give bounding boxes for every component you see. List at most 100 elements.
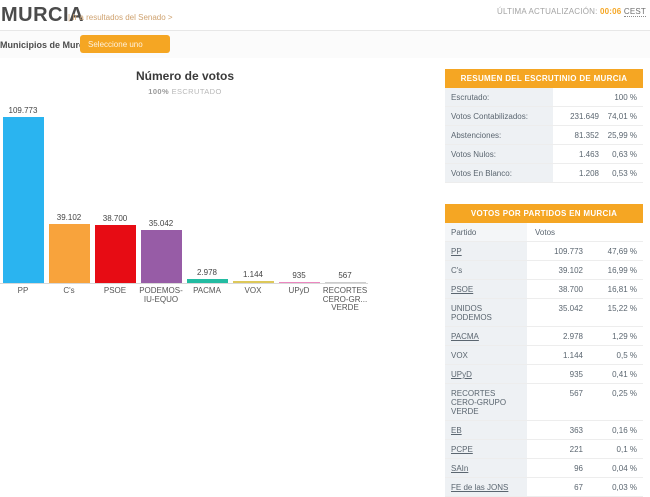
senate-results-link[interactable]: | Ir a resultados del Senado > — [68, 13, 173, 22]
scrutinized-word: ESCRUTADO — [171, 87, 222, 96]
row-label: UNIDOS PODEMOS — [445, 299, 527, 326]
bar-plot: 109.773 39.102 38.700 35.042 2.978 1.144 935 56… — [0, 103, 368, 284]
bar-category-label: PODEMOS- IU-EQUO — [139, 286, 183, 304]
votes-value: 2.978 — [562, 332, 583, 341]
bar-cs — [48, 223, 90, 283]
bar-value-label: 38.700 — [102, 213, 128, 223]
bar-category-label: VOX — [244, 286, 262, 295]
column-party: Partido — [445, 223, 527, 241]
municipality-filter-label: Municipios de Murcia — [0, 40, 92, 50]
percent-value: 0,63 % — [612, 150, 637, 159]
percent-value: 0,16 % — [612, 426, 637, 435]
column-percent — [589, 223, 643, 241]
row-label: Escrutado: — [445, 88, 553, 106]
table-row: PACMA 2.978 1,29 % — [445, 327, 643, 346]
bar-category-label: C's — [63, 286, 75, 295]
summary-panel-header: RESUMEN DEL ESCRUTINIO DE MURCIA — [445, 69, 643, 88]
percent-value: 25,99 % — [607, 131, 637, 140]
bar-value-label: 935 — [292, 270, 306, 280]
top-header-bar: MURCIA | Ir a resultados del Senado > ÚL… — [0, 0, 650, 31]
votes-value: 221 — [569, 445, 583, 454]
column-votes: Votos — [535, 228, 556, 237]
table-row: PP 109.773 47,69 % — [445, 242, 643, 261]
table-row: SAIn 96 0,04 % — [445, 459, 643, 478]
votes-value: 1.463 — [578, 150, 599, 159]
votes-value: 363 — [569, 426, 583, 435]
bar-value-label: 1.144 — [242, 270, 264, 280]
percent-value: 47,69 % — [607, 247, 637, 256]
chart-title: Número de votos — [135, 69, 234, 83]
last-update-time: 00:06 — [599, 7, 622, 16]
bar-slot: 109.773 — [0, 106, 46, 283]
table-row: VOX 1.144 0,5 % — [445, 346, 643, 365]
votes-value: 1.144 — [562, 351, 583, 360]
row-label: Votos Nulos: — [445, 145, 553, 163]
bar-slot: 567 — [322, 271, 368, 283]
percent-value: 74,01 % — [607, 112, 637, 121]
parties-panel-header: VOTOS POR PARTIDOS EN MURCIA — [445, 204, 643, 223]
municipality-dropdown[interactable]: Seleccione uno — [80, 35, 170, 53]
bar-category-label: UPyD — [288, 286, 310, 295]
percent-value: 0,41 % — [612, 370, 637, 379]
percent-value: 16,81 % — [607, 285, 637, 294]
right-column: RESUMEN DEL ESCRUTINIO DE MURCIA Escruta… — [445, 69, 643, 497]
table-row: Votos Contabilizados: 231.649 74,01 % — [445, 107, 643, 126]
votes-chart: Número de votos 100% ESCRUTADO 109.773 39… — [0, 58, 440, 320]
votes-value: 38.700 — [558, 285, 583, 294]
votes-value: 231.649 — [570, 112, 599, 121]
table-row: Votos En Blanco: 1.208 0,53 % — [445, 164, 643, 183]
votes-value: 567 — [569, 389, 583, 398]
bar-slot: 935 — [276, 271, 322, 283]
parties-panel: VOTOS POR PARTIDOS EN MURCIA Partido Vot… — [445, 204, 643, 497]
bar-value-label: 567 — [338, 271, 352, 280]
bar-category-label: RECORTES CERO-GR... VERDE — [322, 286, 368, 312]
percent-value: 100 % — [614, 93, 637, 102]
table-row: UNIDOS PODEMOS 35.042 15,22 % — [445, 299, 643, 327]
timezone-abbr: CEST — [623, 7, 646, 17]
votes-value: 81.352 — [574, 131, 599, 140]
bar-vox — [232, 281, 274, 283]
table-row: Votos Nulos: 1.463 0,63 % — [445, 145, 643, 164]
bar-slot: 1.144 — [230, 270, 276, 283]
summary-table: Escrutado: 100 % Votos Contabilizados: 231.… — [445, 88, 643, 183]
votes-value: 39.102 — [558, 266, 583, 275]
last-update-label: ÚLTIMA ACTUALIZACIÓN: — [497, 7, 598, 16]
percent-value: 0,03 % — [612, 483, 637, 492]
bar-value-label: 109.773 — [8, 106, 38, 115]
summary-panel: RESUMEN DEL ESCRUTINIO DE MURCIA Escruta… — [445, 69, 643, 183]
party-link[interactable]: SAIn — [445, 459, 527, 477]
bar-category-label: PP — [17, 286, 29, 295]
bar-upyd — [278, 281, 320, 283]
party-link[interactable]: FE de las JONS — [445, 478, 527, 496]
percent-value: 16,99 % — [607, 266, 637, 275]
bar-category-label: PSOE — [103, 286, 127, 295]
bar-psoe — [94, 224, 136, 283]
bar-slot: 2.978 — [184, 268, 230, 283]
bar-recortes-cero-grupo-verde — [324, 282, 366, 283]
votes-value: 96 — [574, 464, 583, 473]
party-link[interactable]: EB — [445, 421, 527, 439]
bar-slot: 35.042 — [138, 219, 184, 283]
table-row: RECORTES CERO-GRUPO VERDE 567 0,25 % — [445, 384, 643, 421]
votes-value — [553, 88, 605, 106]
table-row: C's 39.102 16,99 % — [445, 261, 643, 280]
row-label: VOX — [445, 346, 527, 364]
party-link[interactable]: PP — [445, 242, 527, 260]
bar-pacma — [186, 278, 228, 283]
bar-value-label: 35.042 — [148, 219, 174, 228]
bar-slot: 39.102 — [46, 213, 92, 283]
percent-value: 0,53 % — [612, 169, 637, 178]
bar-category-label: PACMA — [193, 286, 221, 295]
percent-value: 0,5 % — [616, 351, 637, 360]
page-title: MURCIA — [1, 4, 84, 26]
votes-value: 109.773 — [554, 247, 583, 256]
party-link[interactable]: PACMA — [445, 327, 527, 345]
row-label: C's — [445, 261, 527, 279]
percent-value: 1,29 % — [612, 332, 637, 341]
party-link[interactable]: PSOE — [445, 280, 527, 298]
party-link[interactable]: UPyD — [445, 365, 527, 383]
row-label: RECORTES CERO-GRUPO VERDE — [445, 384, 527, 420]
table-row: PSOE 38.700 16,81 % — [445, 280, 643, 299]
party-link[interactable]: PCPE — [445, 440, 527, 458]
chart-subtitle: 100% ESCRUTADO — [0, 87, 370, 96]
